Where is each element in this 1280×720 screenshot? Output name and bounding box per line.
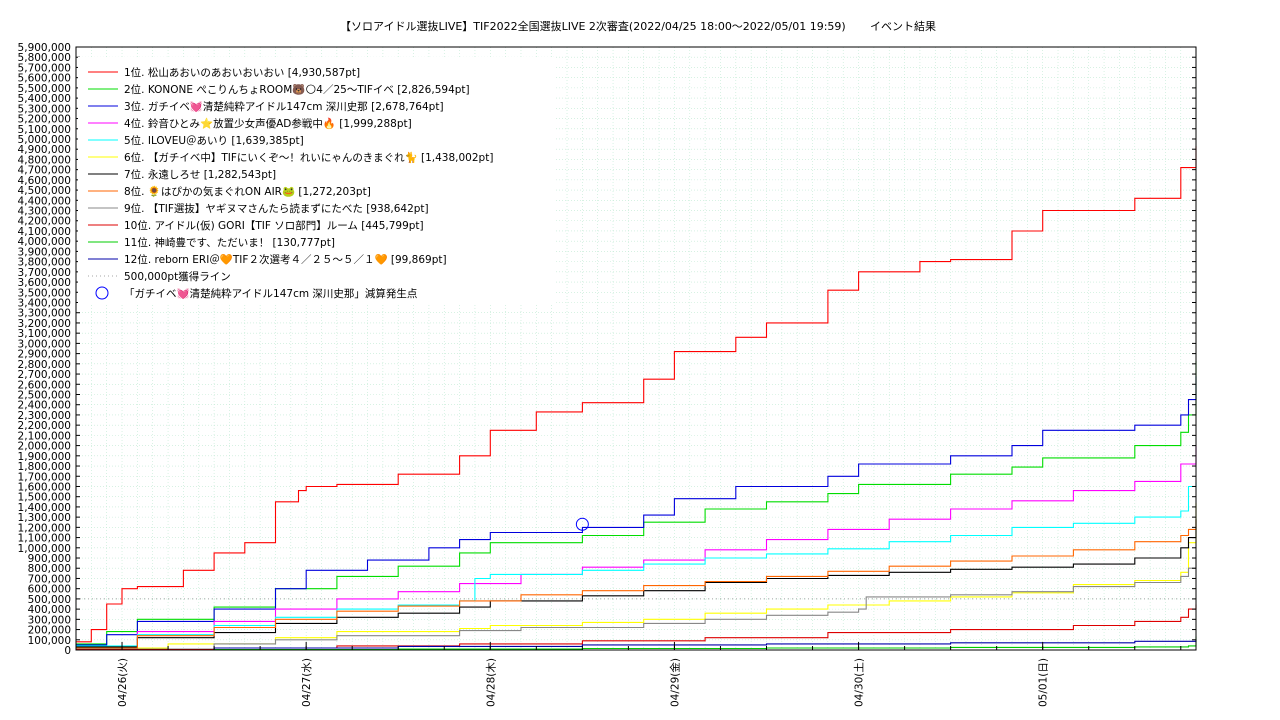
y-tick-label: 3,600,000	[18, 277, 71, 289]
y-tick-label: 4,700,000	[18, 165, 71, 177]
legend-label-2: 2位. KONONE ぺこりんちょROOM🐻🌕4／25〜TIFイベ [2,826…	[124, 83, 470, 96]
legend: 1位. 松山あおいのあおいおいおい [4,930,587pt] 2位. KONO…	[78, 57, 556, 305]
y-tick-label: 4,200,000	[18, 216, 71, 228]
y-tick-label: 5,600,000	[18, 73, 71, 85]
legend-label-3: 3位. ガチイベ💓清楚純粋アイドル147cm 深川史那 [2,678,764pt…	[124, 100, 444, 113]
y-tick-label: 4,100,000	[18, 226, 71, 238]
series-line-4	[76, 445, 1197, 648]
y-tick-label: 4,300,000	[18, 206, 71, 218]
series-line-3	[76, 376, 1197, 646]
y-tick-label: 5,400,000	[18, 93, 71, 105]
y-tick-label: 3,800,000	[18, 257, 71, 269]
y-tick-label: 0	[64, 645, 71, 657]
decrement-marker	[575, 517, 589, 531]
x-tick-label: 04/30(土)	[853, 658, 866, 707]
series-line-6	[76, 503, 1197, 649]
y-tick-label: 5,100,000	[18, 124, 71, 136]
y-tick-label: 1,300,000	[18, 512, 71, 524]
y-tick-label: 3,000,000	[18, 338, 71, 350]
y-tick-label: 2,900,000	[18, 349, 71, 361]
plot-frame	[75, 46, 1197, 651]
x-tick-label: 05/01(日)	[1038, 658, 1050, 707]
y-tick-label: 3,400,000	[18, 298, 71, 310]
y-tick-label: 5,000,000	[18, 134, 71, 146]
legend-marker-symbol	[95, 286, 109, 300]
series-line-2	[76, 361, 1197, 645]
x-tick-label: 04/27(水)	[301, 658, 313, 707]
y-tick-label: 5,700,000	[18, 62, 71, 74]
y-tick-label: 4,400,000	[18, 195, 71, 207]
y-tick-label: 3,900,000	[18, 246, 71, 258]
legend-label-9: 9位. 【TIF選抜】ヤギヌマさんたら読まずにたべた [938,642pt]	[124, 202, 429, 215]
legend-label-1: 1位. 松山あおいのあおいおいおい [4,930,587pt]	[124, 66, 360, 79]
y-tick-label: 2,200,000	[18, 420, 71, 432]
legend-label-10: 10位. アイドル(仮) GORI【TIF ソロ部門】ルーム [445,799p…	[124, 219, 424, 232]
y-tick-label: 400,000	[28, 604, 71, 616]
legend-label-5: 5位. ILOVEU＠あいり [1,639,385pt]	[124, 134, 304, 147]
y-tick-label: 2,700,000	[18, 369, 71, 381]
chart-subtitle: イベント結果	[870, 19, 936, 33]
y-tick-label: 2,100,000	[18, 430, 71, 442]
y-tick-label: 3,700,000	[18, 267, 71, 279]
y-tick-label: 5,300,000	[18, 103, 71, 115]
y-tick-label: 700,000	[28, 573, 71, 585]
series-line-12	[76, 639, 1197, 651]
chart-title: 【ソロアイドル選抜LIVE】TIF2022全国選抜LIVE 2次審査(2022/…	[340, 19, 846, 33]
y-tick-label: 4,800,000	[18, 154, 71, 166]
y-tick-label: 1,800,000	[18, 461, 71, 473]
y-tick-label: 200,000	[28, 625, 71, 637]
legend-label-marker: 「ガチイベ💓清楚純粋アイドル147cm 深川史那」減算発生点	[124, 287, 417, 300]
series-line-9	[76, 554, 1197, 650]
series-line-1	[76, 146, 1197, 643]
legend-label-6: 6位. 【ガチイベ中】TIFにいくぞ〜！れいにゃんのきまぐれ🐈 [1,438,0…	[124, 151, 493, 164]
y-tick-label: 1,600,000	[18, 481, 71, 493]
legend-label-8: 8位. 🌻はぴかの気まぐれON AIR🐸 [1,272,203pt]	[124, 185, 371, 198]
y-tick-label: 1,000,000	[18, 543, 71, 555]
y-tick-label: 3,300,000	[18, 308, 71, 320]
y-tick-label: 3,100,000	[18, 328, 71, 340]
y-tick-label: 300,000	[28, 614, 71, 626]
y-tick-label: 1,500,000	[18, 492, 71, 504]
y-tick-label: 1,100,000	[18, 533, 71, 545]
legend-box	[78, 57, 556, 305]
y-tick-label: 4,900,000	[18, 144, 71, 156]
y-tick-label: 4,000,000	[18, 236, 71, 248]
x-tick-label: 04/26(火)	[117, 658, 129, 707]
y-tick-label: 600,000	[28, 584, 71, 596]
y-tick-label: 2,800,000	[18, 359, 71, 371]
y-tick-label: 1,400,000	[18, 502, 71, 514]
y-tick-label: 5,200,000	[18, 114, 71, 126]
y-tick-label: 1,200,000	[18, 522, 71, 534]
y-tick-label: 4,500,000	[18, 185, 71, 197]
x-tick-label: 04/28(木)	[485, 658, 497, 707]
y-tick-label: 2,300,000	[18, 410, 71, 422]
y-tick-label: 800,000	[28, 563, 71, 575]
y-tick-label: 3,200,000	[18, 318, 71, 330]
y-tick-label: 900,000	[28, 553, 71, 565]
y-tick-label: 1,700,000	[18, 471, 71, 483]
legend-label-7: 7位. 永遠しろせ [1,282,543pt]	[124, 168, 276, 181]
y-tick-label: 2,600,000	[18, 379, 71, 391]
y-tick-label: 2,000,000	[18, 441, 71, 453]
plot-area	[76, 146, 1197, 651]
y-tick-label: 5,800,000	[18, 52, 71, 64]
legend-label-reference: 500,000pt獲得ライン	[124, 270, 231, 283]
y-tick-label: 5,900,000	[18, 42, 71, 54]
y-tick-label: 5,500,000	[18, 83, 71, 95]
y-tick-label: 2,500,000	[18, 389, 71, 401]
series-line-10	[76, 604, 1197, 651]
legend-label-11: 11位. 神崎豊です、ただいま！ [130,777pt]	[124, 236, 335, 249]
y-tick-label: 2,400,000	[18, 400, 71, 412]
legend-label-12: 12位. reborn ERI＠🧡TIF２次選考４／２５〜５／１🧡 [99,86…	[124, 253, 447, 266]
y-tick-label: 3,500,000	[18, 287, 71, 299]
y-tick-label: 1,900,000	[18, 451, 71, 463]
y-tick-label: 100,000	[28, 635, 71, 647]
axes: 0100,000200,000300,000400,000500,000600,…	[18, 42, 1197, 707]
x-tick-label: 04/29(金)	[668, 658, 681, 707]
y-tick-label: 4,600,000	[18, 175, 71, 187]
legend-label-4: 4位. 鈴音ひとみ⭐放置少女声優AD参戦中🔥 [1,999,288pt]	[124, 117, 412, 130]
series-line-8	[76, 520, 1197, 649]
y-tick-label: 500,000	[28, 594, 71, 606]
